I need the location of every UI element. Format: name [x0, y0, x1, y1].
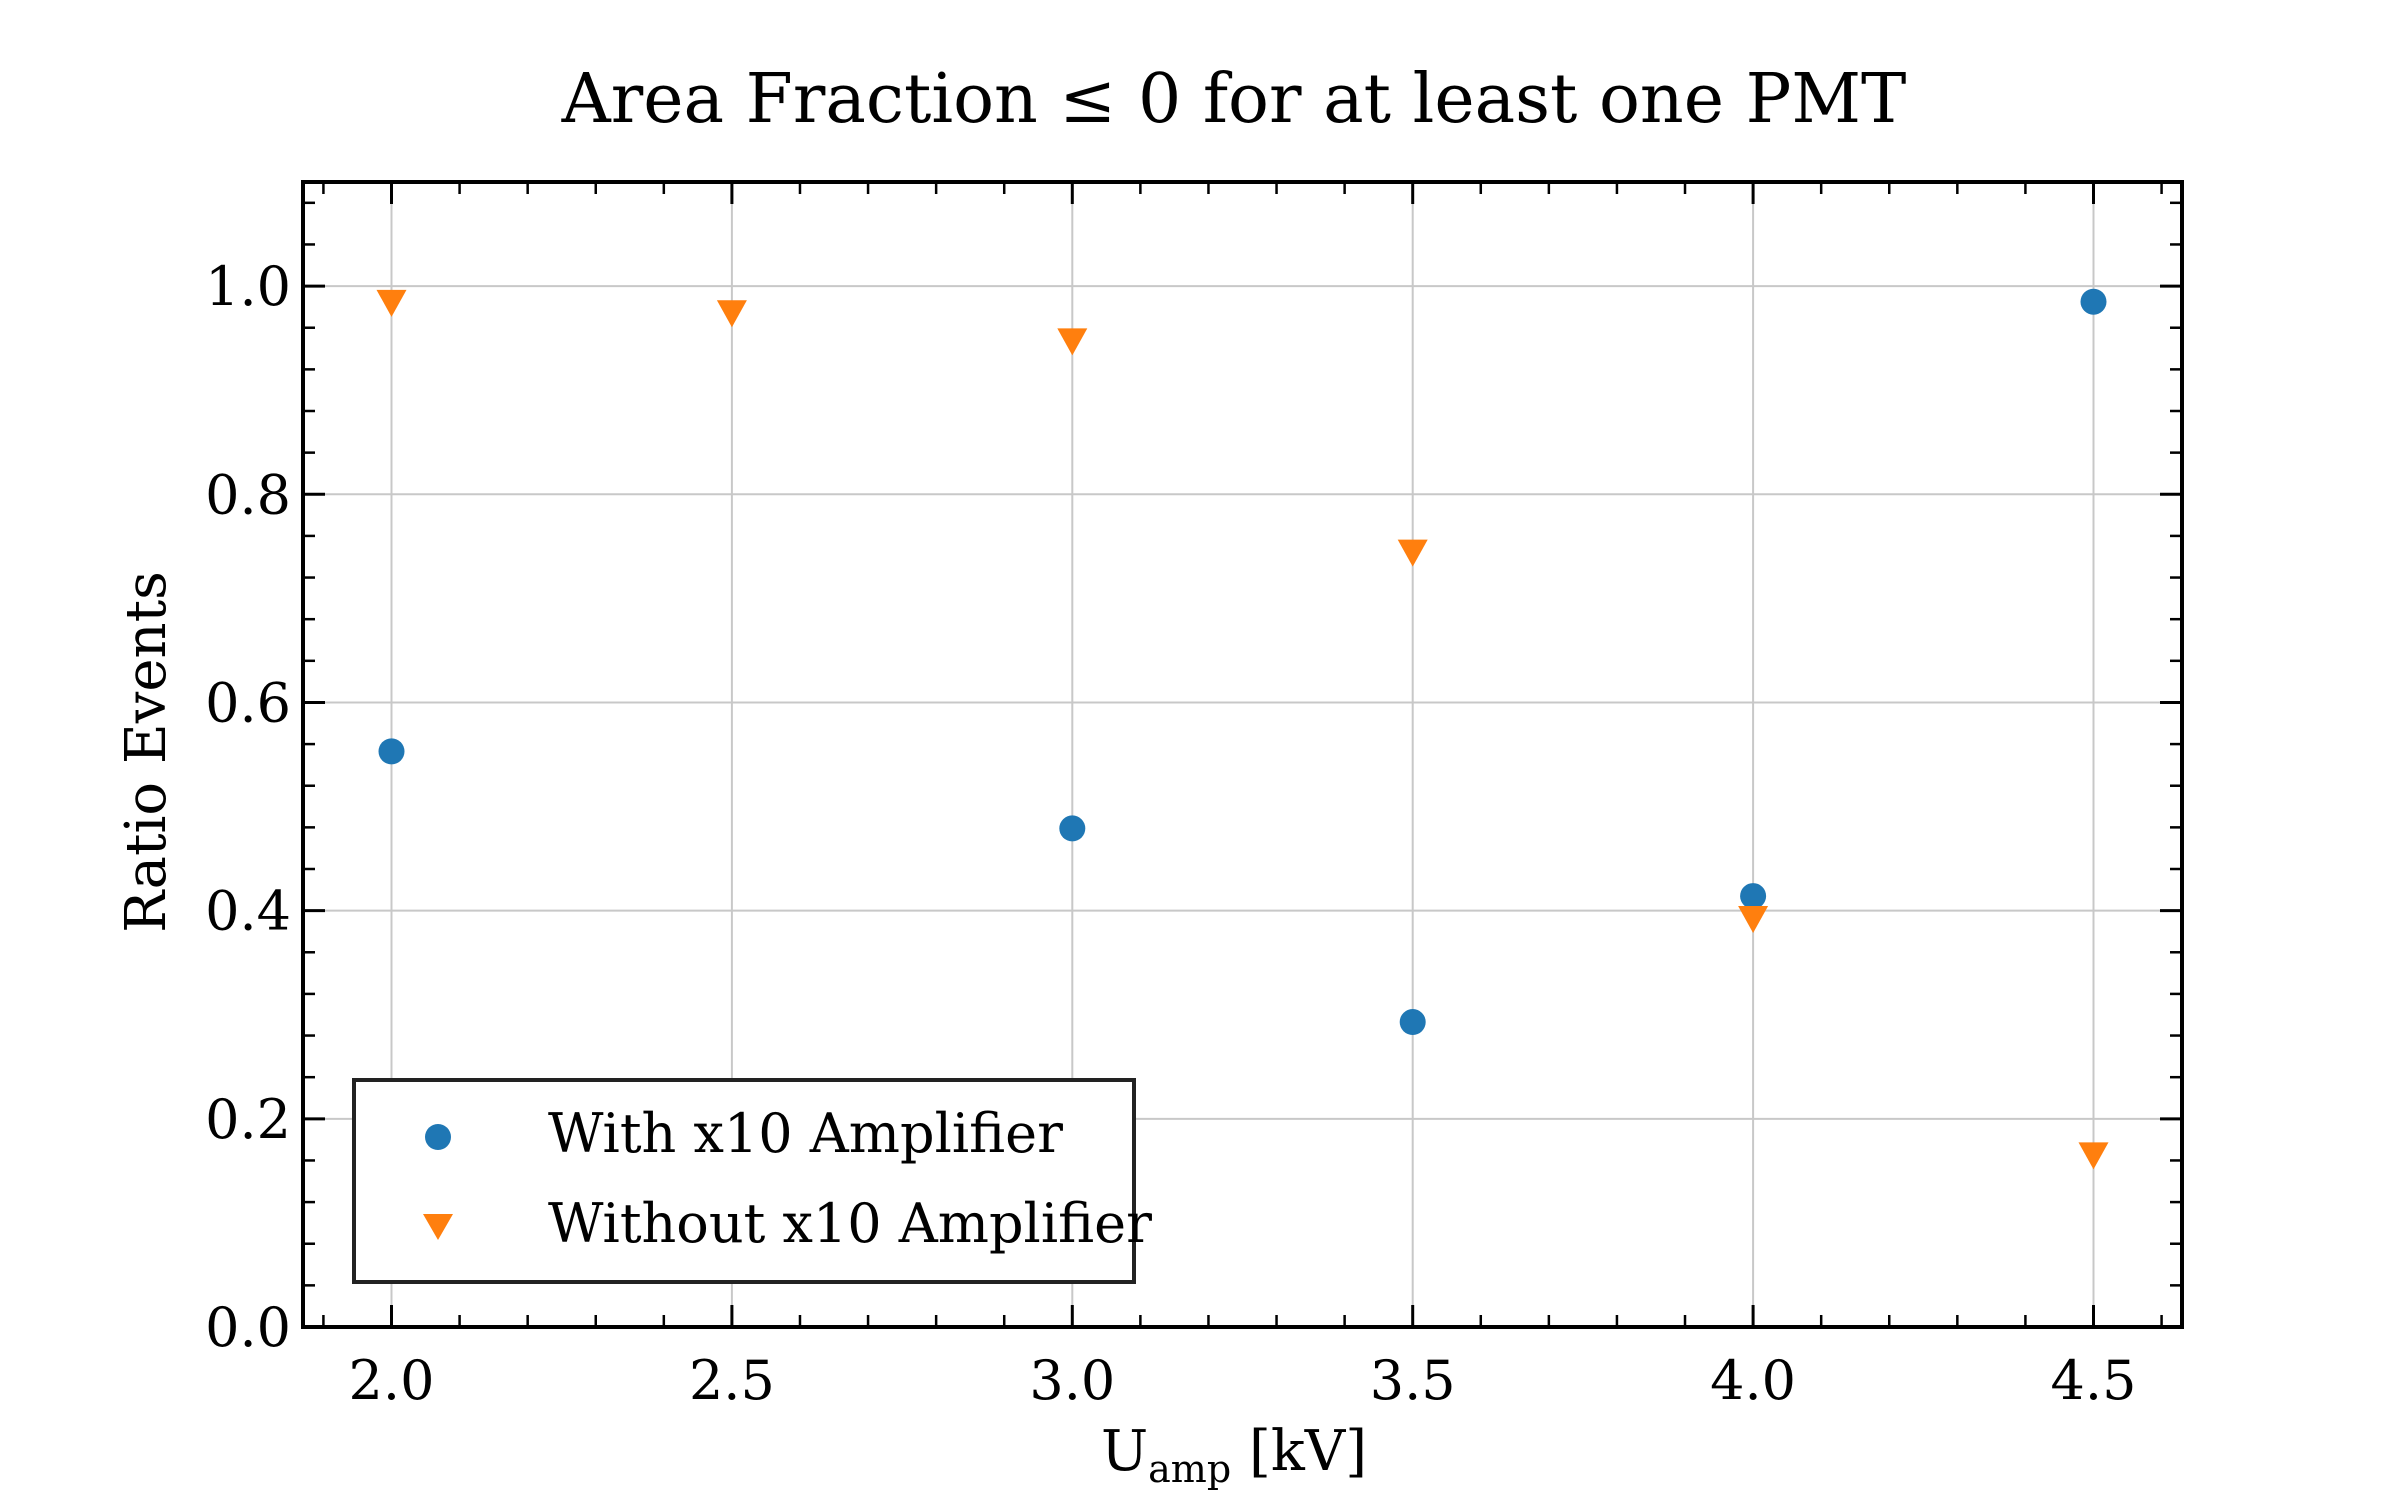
- plot-frame: [301, 180, 2184, 1329]
- data-points: [376, 288, 2109, 1170]
- point-without-amplifier: [716, 300, 747, 328]
- x-tick-label: 3.5: [1370, 1349, 1456, 1412]
- tick-labels: 2.0 2.5 3.0 3.5 4.0 4.5 0.0 0.2 0.4 0.6 0.8 1.0: [205, 255, 2136, 1412]
- point-without-amplifier: [1738, 906, 1769, 934]
- x-tick-label: 2.0: [349, 1349, 435, 1412]
- y-tick-label: 0.0: [205, 1296, 291, 1359]
- point-without-amplifier: [376, 289, 407, 317]
- legend-box: [352, 1078, 1136, 1284]
- point-without-amplifier: [1397, 539, 1428, 567]
- legend-marker-with-amplifier: [425, 1124, 451, 1150]
- x-tick-label: 4.5: [2051, 1349, 2137, 1412]
- y-axis-label: Ratio Events: [114, 571, 179, 933]
- point-without-amplifier: [2078, 1142, 2109, 1170]
- point-with-amplifier: [378, 738, 405, 765]
- legend: With x10 Amplifier Without x10 Amplifier: [352, 1078, 1152, 1284]
- x-tick-label: 2.5: [689, 1349, 775, 1412]
- y-tick-label: 1.0: [205, 255, 291, 318]
- y-tick-label: 0.4: [205, 880, 291, 943]
- x-tick-label: 3.0: [1029, 1349, 1115, 1412]
- y-tick-label: 0.2: [205, 1088, 291, 1151]
- point-with-amplifier: [1059, 815, 1086, 842]
- x-axis-label: Uamp [kV]: [1101, 1419, 1367, 1491]
- point-with-amplifier: [1399, 1009, 1426, 1036]
- point-without-amplifier: [1057, 328, 1088, 356]
- legend-marker-without-amplifier: [423, 1214, 453, 1240]
- y-tick-label: 0.8: [205, 463, 291, 526]
- chart-title: Area Fraction ≤ 0 for at least one PMT: [561, 60, 1907, 139]
- y-tick-label: 0.6: [205, 671, 291, 734]
- x-axis-label-unit: [kV]: [1231, 1419, 1367, 1484]
- x-axis-label-subscript: amp: [1148, 1447, 1231, 1491]
- legend-label-with-amplifier: With x10 Amplifier: [548, 1102, 1063, 1165]
- point-with-amplifier: [2080, 288, 2107, 315]
- x-axis-label-main: U: [1101, 1419, 1148, 1484]
- point-with-amplifier: [1740, 883, 1767, 910]
- x-tick-label: 4.0: [1710, 1349, 1796, 1412]
- legend-label-without-amplifier: Without x10 Amplifier: [548, 1192, 1152, 1255]
